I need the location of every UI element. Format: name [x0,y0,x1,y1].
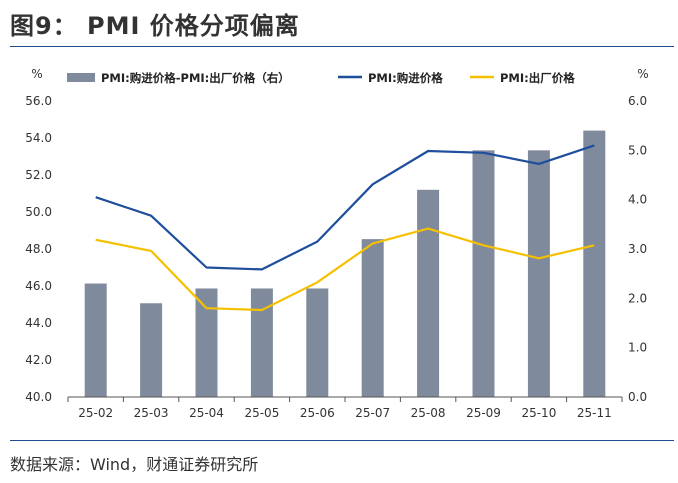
x-tick-label-25-02: 25-02 [78,406,113,420]
right-tick-label: 4.0 [628,193,647,207]
bar-25-04 [195,288,218,397]
bars-layer [84,130,606,397]
x-tick-label-25-10: 25-10 [521,406,556,420]
right-tick-label: 5.0 [628,143,647,157]
x-tick-label-25-05: 25-05 [244,406,279,420]
left-tick-label: 50.0 [25,205,52,219]
x-tick-label-25-04: 25-04 [189,406,224,420]
legend-line2-label: PMI:出厂价格 [500,71,575,85]
right-tick-label: 0.0 [628,390,647,404]
left-axis-unit: % [31,67,42,81]
left-tick-label: 44.0 [25,316,52,330]
legend-bar-swatch [67,73,95,82]
lines-layer [95,144,595,312]
right-axis-unit: % [637,67,648,81]
right-tick-label: 3.0 [628,242,647,256]
left-tick-label: 56.0 [25,94,52,108]
footer-rule [10,440,674,441]
bar-25-10 [527,150,550,397]
bar-25-05 [250,288,273,397]
right-tick-label: 6.0 [628,94,647,108]
source-note: 数据来源：Wind，财通证券研究所 [10,455,259,474]
left-tick-label: 48.0 [25,242,52,256]
legend-line1-label: PMI:购进价格 [368,71,443,85]
right-tick-label: 2.0 [628,291,647,305]
left-tick-label: 42.0 [25,353,52,367]
bar-25-09 [472,150,495,397]
left-tick-label: 54.0 [25,131,52,145]
x-tick-label-25-11: 25-11 [577,406,612,420]
left-tick-label: 46.0 [25,279,52,293]
chart: % % PMI:购进价格-PMI:出厂价格（右） PMI:购进价格 PMI:出厂… [25,67,648,420]
left-tick-label: 40.0 [25,390,52,404]
bar-25-11 [583,130,606,397]
x-tick-label-25-03: 25-03 [134,406,169,420]
bar-25-03 [140,303,163,397]
bar-25-07 [361,239,384,397]
bar-25-06 [306,288,329,397]
title-rule [10,46,674,47]
line-series-2 [95,227,595,312]
bar-25-08 [417,189,440,397]
axes-layer: 25-02 25-03 25-04 25-05 25-06 25-07 25-08 25-09… [25,94,647,420]
legend: PMI:购进价格-PMI:出厂价格（右） PMI:购进价格 PMI:出厂价格 [67,71,575,85]
x-tick-label-25-08: 25-08 [411,406,446,420]
x-tick-label-25-06: 25-06 [300,406,335,420]
bar-25-02 [84,283,107,397]
line-series-1 [95,144,595,271]
left-tick-label: 52.0 [25,168,52,182]
x-tick-label-25-09: 25-09 [466,406,501,420]
x-tick-label-25-07: 25-07 [355,406,390,420]
chart-title: 图9： PMI 价格分项偏离 [10,12,300,40]
legend-bar-label: PMI:购进价格-PMI:出厂价格（右） [101,71,290,85]
right-tick-label: 1.0 [628,341,647,355]
